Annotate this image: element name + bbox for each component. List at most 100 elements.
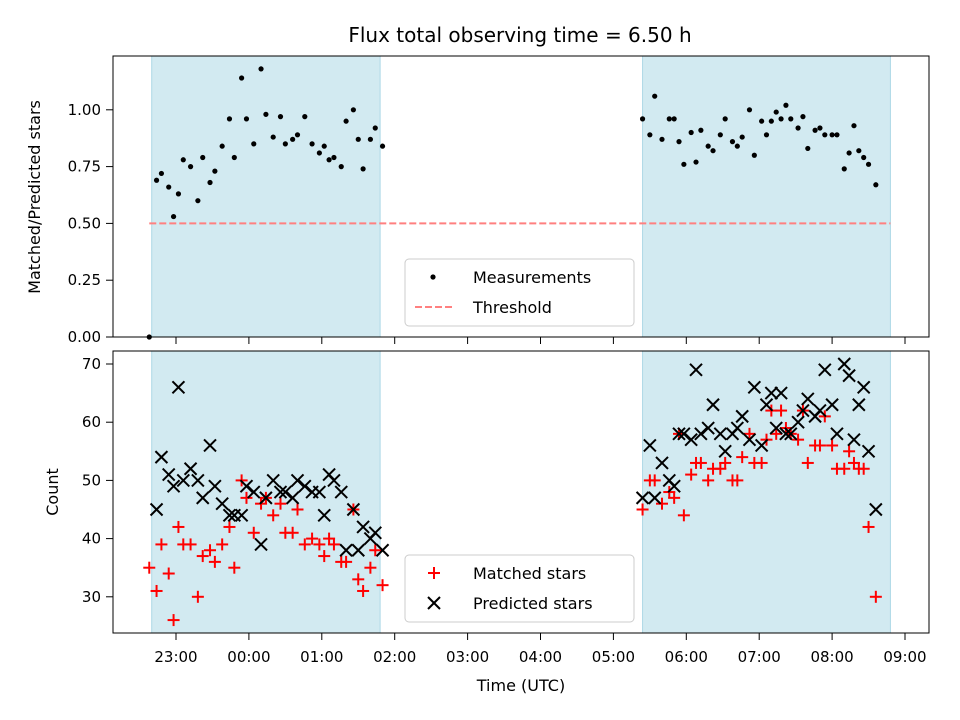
matched-star-point: [162, 567, 175, 580]
predicted-star-point: [701, 421, 715, 435]
top-y-tick-label: 0.75: [68, 158, 101, 176]
measurement-point: [681, 161, 687, 167]
matched-star-point: [208, 555, 221, 568]
measurement-point: [795, 125, 801, 131]
measurement-point: [846, 150, 852, 156]
predicted-star-point: [842, 368, 856, 383]
matched-star-point: [340, 555, 353, 568]
measurement-point: [734, 143, 740, 149]
predicted-star-point: [327, 473, 341, 488]
top-legend: Measurements Threshold: [404, 258, 635, 327]
predicted-star-point: [171, 380, 186, 394]
predicted-star-point: [278, 485, 293, 499]
measurement-point: [861, 154, 867, 161]
predicted-star-point: [672, 427, 686, 441]
predicted-star-point: [149, 502, 164, 517]
x-tick-label: 23:00: [154, 648, 197, 666]
top-plot-frame: [112, 55, 930, 338]
predicted-star-point: [234, 508, 249, 523]
measurement-point: [290, 136, 296, 142]
measurement-point: [187, 164, 194, 170]
bottom-y-axis-label: Count: [43, 468, 62, 516]
matched-star-point: [184, 538, 197, 551]
predicted-star-point: [635, 491, 650, 505]
x-tick-label: 03:00: [446, 648, 489, 666]
matched-star-point: [240, 491, 253, 504]
matched-star-point: [731, 474, 744, 487]
predicted-star-point: [259, 491, 273, 505]
legend-threshold-label: Threshold: [472, 298, 552, 317]
bottom-y-tick-label: 40: [82, 530, 101, 548]
legend-predicted-label: Predicted stars: [473, 594, 593, 613]
predicted-star-point: [334, 485, 348, 499]
matched-star-point: [204, 544, 217, 557]
predicted-star-point: [759, 398, 774, 412]
top-legend-box: [404, 258, 635, 327]
predicted-star-point: [375, 543, 390, 557]
matched-star-point: [775, 404, 788, 417]
legend-matched-marker: [428, 567, 440, 579]
measurement-point: [239, 75, 245, 81]
predicted-star-point: [215, 496, 229, 511]
measurement-point: [805, 145, 811, 152]
x-tick-label: 07:00: [738, 648, 781, 666]
measurement-point: [717, 132, 723, 138]
top-points-layer: [146, 66, 879, 340]
predicted-star-point: [837, 357, 851, 371]
measurement-point: [231, 154, 237, 161]
predicted-star-point: [667, 479, 681, 493]
predicted-star-point: [643, 438, 657, 453]
measurement-point: [200, 154, 206, 161]
measurement-point: [309, 141, 315, 147]
measurement-point: [207, 179, 213, 186]
measurement-point: [751, 152, 757, 158]
measurement-point: [851, 123, 857, 129]
x-tick-label: 02:00: [373, 648, 416, 666]
measurement-point: [270, 134, 276, 140]
matched-star-point: [150, 584, 163, 597]
measurement-point: [219, 143, 225, 149]
top-y-tick-label: 0.00: [68, 328, 101, 346]
predicted-star-point: [677, 427, 691, 441]
predicted-star-point: [684, 432, 698, 447]
measurement-point: [652, 93, 658, 99]
predicted-star-point: [648, 491, 662, 505]
predicted-star-point: [154, 450, 169, 464]
bottom-plot-frame: [112, 350, 930, 634]
predicted-star-point: [869, 502, 883, 517]
top-y-tick-label: 1.00: [68, 101, 101, 119]
matched-star-point: [862, 520, 875, 533]
bottom-y-tick-label: 70: [82, 355, 101, 373]
bottom-legend: Matched stars Predicted stars: [404, 554, 635, 623]
predicted-star-point: [339, 543, 353, 557]
x-tick-label: 09:00: [883, 648, 926, 666]
measurement-point: [710, 148, 716, 154]
measurement-point: [258, 66, 264, 72]
top-y-tick-label: 0.50: [68, 214, 101, 232]
predicted-star-point: [254, 537, 268, 552]
measurement-point: [243, 116, 250, 122]
predicted-star-point: [222, 508, 237, 523]
matched-star-point: [736, 451, 749, 464]
matched-star-point: [656, 497, 668, 510]
measurement-point: [343, 118, 349, 124]
matched-star-point: [267, 509, 280, 522]
measurement-point: [659, 136, 665, 142]
predicted-star-point: [312, 485, 327, 499]
measurement-point: [841, 166, 847, 172]
predicted-star-point: [208, 479, 222, 493]
predicted-star-point: [346, 502, 361, 517]
measurement-point: [829, 132, 835, 138]
predicted-star-point: [830, 427, 844, 441]
matched-star-point: [838, 462, 851, 475]
matched-star-point: [755, 456, 768, 469]
measurement-point: [722, 116, 728, 122]
measurement-point: [175, 191, 182, 197]
measurement-point: [729, 139, 736, 145]
predicted-star-point: [166, 479, 181, 493]
predicted-star-point: [351, 543, 365, 557]
matched-star-point: [702, 474, 715, 487]
measurement-point: [865, 161, 872, 167]
measurement-point: [294, 132, 301, 138]
